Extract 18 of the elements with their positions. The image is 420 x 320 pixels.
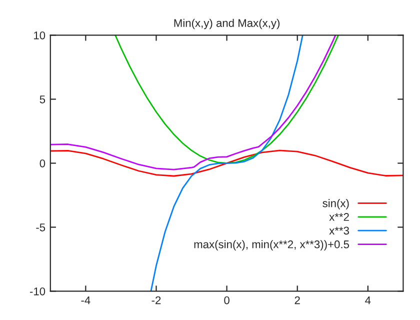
y-tick-label: 5 (40, 96, 46, 104)
legend-label: max(sin(x), min(x**2, x**3))+0.5 (194, 240, 350, 250)
line-series (50, 35, 336, 170)
line-series (114, 35, 339, 164)
x-tick-label: -2 (152, 296, 161, 304)
legend-label: x**3 (329, 226, 349, 235)
line-series (50, 150, 404, 177)
y-tick-label: -5 (36, 224, 46, 232)
y-tick-label: 10 (34, 31, 46, 40)
chart-title: Min(x,y) and Max(x,y) (174, 18, 280, 30)
x-tick-label: -4 (81, 296, 90, 304)
x-tick-label: 4 (365, 296, 371, 304)
y-tick-label: -10 (30, 287, 46, 296)
legend-label: sin(x) (322, 199, 349, 210)
x-tick-label: 0 (224, 296, 230, 304)
legend-label: x**2 (329, 213, 349, 221)
y-tick-label: 0 (40, 159, 46, 168)
x-tick-label: 2 (294, 296, 300, 304)
